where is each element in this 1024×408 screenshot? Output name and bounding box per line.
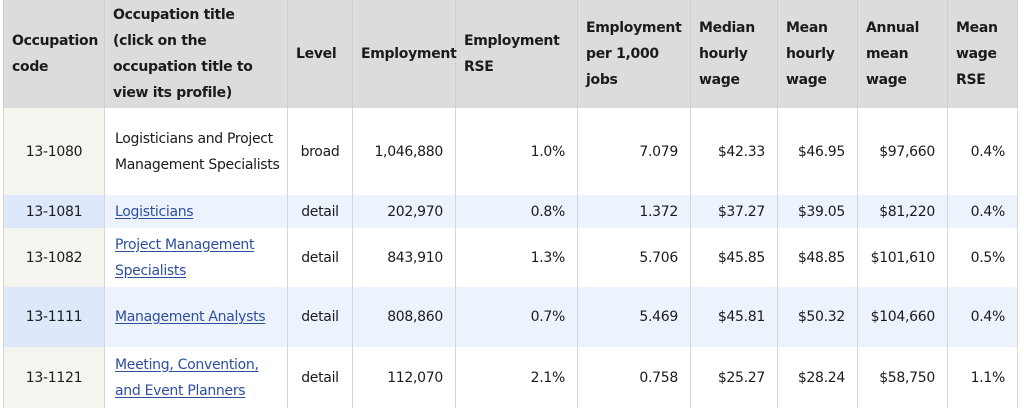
employment-per-1000: 5.469 — [577, 287, 691, 347]
employment-per-1000: 1.372 — [577, 195, 691, 228]
occupation-table-container: Occupation code Occupation title (click … — [3, 0, 1018, 408]
annual-mean-wage: $101,610 — [857, 228, 948, 287]
header-mean-hourly-wage: Mean hourly wage — [777, 0, 858, 108]
header-median-hourly-wage: Median hourly wage — [690, 0, 778, 108]
median-hourly-wage: $45.81 — [690, 287, 778, 347]
header-annual-mean-wage: Annual mean wage — [857, 0, 948, 108]
occupation-code: 13-1080 — [3, 108, 105, 195]
mean-wage-rse: 0.5% — [947, 228, 1018, 287]
mean-wage-rse: 0.4% — [947, 287, 1018, 347]
annual-mean-wage: $104,660 — [857, 287, 948, 347]
header-employment: Employment — [352, 0, 457, 108]
occupation-title: Logisticians and Project Management Spec… — [104, 108, 288, 195]
annual-mean-wage: $81,220 — [857, 195, 948, 228]
mean-hourly-wage: $48.85 — [777, 228, 858, 287]
employment-per-1000: 5.706 — [577, 228, 691, 287]
header-employment-per-1000: Employment per 1,000 jobs — [577, 0, 691, 108]
header-employment-rse: Employment RSE — [455, 0, 578, 108]
mean-hourly-wage: $28.24 — [777, 347, 858, 408]
employment: 843,910 — [352, 228, 456, 287]
employment-rse: 0.7% — [455, 287, 578, 347]
employment: 112,070 — [352, 347, 456, 408]
occupation-code: 13-1082 — [3, 228, 105, 287]
median-hourly-wage: $25.27 — [690, 347, 778, 408]
header-row: Occupation code Occupation title (click … — [3, 0, 1018, 108]
employment-rse: 2.1% — [455, 347, 578, 408]
table-header: Occupation code Occupation title (click … — [3, 0, 1018, 108]
level: detail — [287, 228, 353, 287]
employment: 808,860 — [352, 287, 456, 347]
employment-per-1000: 0.758 — [577, 347, 691, 408]
occupation-wage-table: Occupation code Occupation title (click … — [3, 0, 1018, 408]
occupation-title-text: Logisticians and Project Management Spec… — [115, 130, 280, 173]
table-row: 13-1081 Logisticians detail 202,970 0.8%… — [3, 195, 1018, 228]
employment-rse: 1.3% — [455, 228, 578, 287]
employment: 202,970 — [352, 195, 456, 228]
annual-mean-wage: $58,750 — [857, 347, 948, 408]
table-row: 13-1111 Management Analysts detail 808,8… — [3, 287, 1018, 347]
employment-rse: 1.0% — [455, 108, 578, 195]
level: broad — [287, 108, 353, 195]
occupation-profile-link[interactable]: Meeting, Convention, and Event Planners — [115, 356, 259, 399]
occupation-title: Management Analysts — [104, 287, 288, 347]
mean-hourly-wage: $46.95 — [777, 108, 858, 195]
occupation-profile-link[interactable]: Logisticians — [115, 203, 194, 220]
table-body: 13-1080 Logisticians and Project Managem… — [3, 108, 1018, 408]
median-hourly-wage: $37.27 — [690, 195, 778, 228]
level: detail — [287, 347, 353, 408]
median-hourly-wage: $45.85 — [690, 228, 778, 287]
header-occupation-code: Occupation code — [3, 0, 105, 108]
median-hourly-wage: $42.33 — [690, 108, 778, 195]
occupation-code: 13-1111 — [3, 287, 105, 347]
employment-rse: 0.8% — [455, 195, 578, 228]
employment-per-1000: 7.079 — [577, 108, 691, 195]
mean-wage-rse: 0.4% — [947, 108, 1018, 195]
occupation-profile-link[interactable]: Project Management Specialists — [115, 236, 255, 279]
occupation-code: 13-1081 — [3, 195, 105, 228]
table-row: 13-1080 Logisticians and Project Managem… — [3, 108, 1018, 195]
occupation-profile-link[interactable]: Management Analysts — [115, 309, 266, 325]
header-occupation-title: Occupation title (click on the occupatio… — [104, 0, 288, 108]
mean-wage-rse: 1.1% — [947, 347, 1018, 408]
level: detail — [287, 195, 353, 228]
mean-wage-rse: 0.4% — [947, 195, 1018, 228]
occupation-title: Project Management Specialists — [104, 228, 288, 287]
employment: 1,046,880 — [352, 108, 456, 195]
level: detail — [287, 287, 353, 347]
occupation-title: Meeting, Convention, and Event Planners — [104, 347, 288, 408]
occupation-code: 13-1121 — [3, 347, 105, 408]
table-row: 13-1082 Project Management Specialists d… — [3, 228, 1018, 287]
header-level: Level — [287, 0, 353, 108]
table-row: 13-1121 Meeting, Convention, and Event P… — [3, 347, 1018, 408]
occupation-title: Logisticians — [104, 195, 288, 228]
mean-hourly-wage: $39.05 — [777, 195, 858, 228]
annual-mean-wage: $97,660 — [857, 108, 948, 195]
mean-hourly-wage: $50.32 — [777, 287, 858, 347]
header-mean-wage-rse: Mean wage RSE — [947, 0, 1018, 108]
